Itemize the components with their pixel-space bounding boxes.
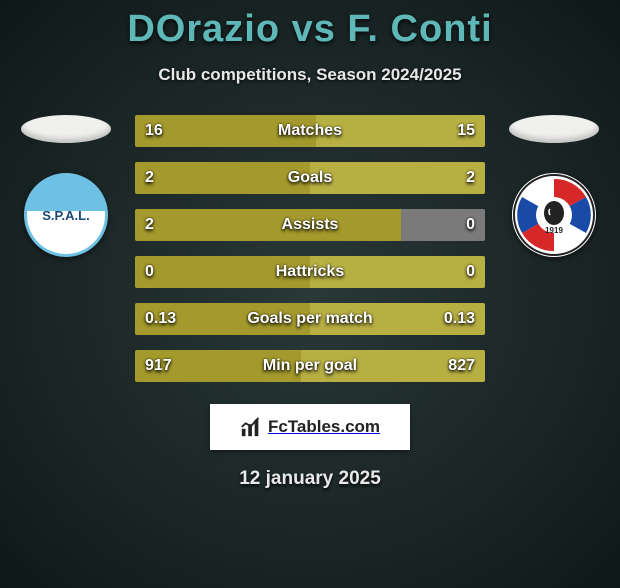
stat-segment-left <box>135 303 310 335</box>
page-subtitle: Club competitions, Season 2024/2025 <box>0 65 620 85</box>
brand-link[interactable]: FcTables.com <box>210 404 410 450</box>
right-player-silhouette <box>509 115 599 143</box>
stat-segment-right <box>310 303 485 335</box>
page-title: DOrazio vs F. Conti <box>0 8 620 51</box>
stat-segment-left <box>135 162 310 194</box>
chart-icon <box>240 416 262 438</box>
stat-segment-right <box>301 350 485 382</box>
stats-column: Matches1615 Goals22 Assists20 Hattricks00 Go… <box>135 115 485 382</box>
stat-segment-left <box>135 350 301 382</box>
left-player-silhouette <box>21 115 111 143</box>
stat-row: Goals per match0.130.13 <box>135 303 485 335</box>
left-club-logo: S.P.A.L. <box>24 173 108 257</box>
stat-segment-left <box>135 256 310 288</box>
right-logo-svg: 1919 <box>512 173 596 257</box>
comparison-content: S.P.A.L. Matches1615 Goals22 Assists20 Hatt… <box>0 115 620 382</box>
stat-segment-right <box>310 256 485 288</box>
stat-segment-left <box>135 115 316 147</box>
stat-row: Min per goal917827 <box>135 350 485 382</box>
left-player-side: S.P.A.L. <box>11 115 121 257</box>
stat-segment-right <box>316 115 485 147</box>
date-text: 12 january 2025 <box>0 468 620 490</box>
stat-segment-left <box>135 209 401 241</box>
svg-text:1919: 1919 <box>545 226 563 235</box>
stat-segment-right <box>401 209 485 241</box>
brand-text: FcTables.com <box>268 417 380 437</box>
stat-row: Goals22 <box>135 162 485 194</box>
right-player-side: 1919 <box>499 115 609 257</box>
stat-row: Matches1615 <box>135 115 485 147</box>
stat-row: Assists20 <box>135 209 485 241</box>
stat-row: Hattricks00 <box>135 256 485 288</box>
stat-segment-right <box>310 162 485 194</box>
right-club-logo: 1919 <box>512 173 596 257</box>
